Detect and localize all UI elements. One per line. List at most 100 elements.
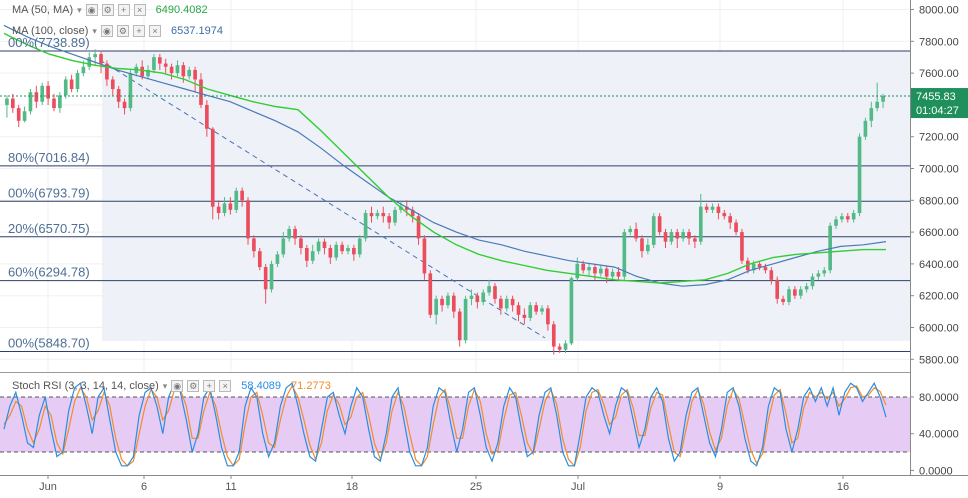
candle (322, 238, 327, 255)
price-tick-label: 6600.00 (919, 227, 959, 239)
plus-icon[interactable]: + (203, 380, 216, 392)
fib-labels: 00%(7738.89) 80%(7016.84) 00%(6793.79) 20%(… (8, 35, 90, 350)
candle-body (304, 248, 309, 261)
candle (787, 286, 791, 306)
ma50-legend-value: 6490.4082 (155, 4, 208, 16)
candle (698, 193, 703, 245)
candle-body (10, 98, 15, 109)
ma50-legend[interactable]: MA (50, MA) ▾ ◉ ⚙ + × 6490.4082 (12, 4, 208, 16)
candle-body (163, 63, 168, 67)
candle-body (310, 251, 315, 261)
candle-body (193, 69, 197, 80)
candle-body (804, 286, 809, 290)
candle (710, 203, 715, 214)
time-tick-label: 11 (225, 481, 236, 493)
candle-body (281, 238, 286, 255)
candle-body (781, 298, 785, 303)
chevron-down-icon[interactable]: ▾ (77, 4, 82, 15)
candle (775, 276, 780, 304)
candle-body (16, 108, 21, 121)
candle-body (593, 267, 597, 274)
candle-body (604, 268, 609, 277)
candle-body (440, 298, 444, 306)
candle (610, 268, 615, 280)
candle (22, 106, 27, 123)
candle-body (504, 298, 509, 309)
candle (793, 286, 797, 299)
candle-body (775, 279, 780, 299)
eye-icon[interactable]: ◉ (171, 380, 184, 392)
candle (657, 213, 662, 236)
settings-icon[interactable]: ⚙ (116, 25, 129, 37)
stoch-rsi-legend[interactable]: Stoch RSI (3, 3, 14, 14, close) ▾ ◉ ⚙ + … (12, 380, 331, 392)
candle (269, 260, 274, 293)
candle-body (810, 276, 815, 287)
candle (504, 295, 509, 312)
candle-body (828, 225, 832, 271)
plus-icon[interactable]: + (132, 25, 145, 37)
candle-body (205, 104, 209, 129)
time-axis-ticks[interactable]: Jun 6 11 18 25 Jul 9 16 (39, 475, 849, 493)
candle-body (175, 65, 180, 74)
candle-body (22, 111, 27, 121)
candle (175, 60, 180, 77)
candle-body (404, 206, 409, 210)
candle-body (357, 238, 362, 255)
candle (116, 85, 121, 109)
candle (716, 203, 721, 220)
candle (546, 305, 550, 331)
price-axis[interactable] (910, 0, 968, 475)
settings-icon[interactable]: ⚙ (187, 380, 200, 392)
candle-body (616, 271, 621, 277)
candle (210, 127, 215, 220)
candle (722, 209, 727, 220)
candle (822, 267, 827, 277)
chevron-down-icon[interactable]: ▾ (92, 25, 97, 36)
ma100-legend[interactable]: MA (100, close) ▾ ◉ ⚙ + × 6537.1974 (12, 25, 223, 37)
chevron-down-icon[interactable]: ▾ (162, 380, 168, 391)
candle (451, 292, 456, 318)
candle-body (105, 63, 109, 80)
candle-body (451, 295, 456, 312)
candle-body (228, 203, 233, 210)
candle-body (487, 286, 491, 293)
candle-body (651, 216, 656, 245)
close-icon[interactable]: × (219, 380, 232, 392)
candle-body (469, 295, 474, 299)
ma100-line (3, 24, 887, 287)
candle-body (522, 314, 527, 318)
candle (687, 228, 691, 245)
close-icon[interactable]: × (148, 25, 161, 37)
fib-level-label: 00%(7738.89) (8, 35, 90, 50)
eye-icon[interactable]: ◉ (85, 4, 98, 16)
candle (310, 244, 315, 264)
candle-body (263, 267, 268, 290)
close-icon[interactable]: × (133, 4, 146, 16)
candle-body (457, 311, 462, 341)
candle (393, 206, 397, 226)
candle (616, 267, 621, 282)
candle-body (181, 65, 186, 77)
candle-body (63, 79, 68, 96)
eye-icon[interactable]: ◉ (100, 25, 113, 37)
candle-body (340, 244, 344, 252)
candle (598, 265, 603, 277)
candle-body (863, 120, 868, 137)
trendline[interactable] (99, 59, 546, 339)
candle-body (722, 213, 727, 217)
candle-body (881, 96, 885, 102)
candle (63, 76, 68, 99)
fib-level-label: 00%(6793.79) (8, 185, 90, 200)
candle-body (840, 216, 844, 220)
time-tick-label: 16 (837, 481, 849, 493)
candle (640, 235, 644, 258)
candle (105, 60, 109, 86)
settings-icon[interactable]: ⚙ (101, 4, 114, 16)
candle (387, 213, 391, 229)
candle (416, 213, 421, 245)
candle-body (334, 244, 339, 258)
candle (422, 235, 427, 280)
candle-body (704, 206, 709, 210)
plus-icon[interactable]: + (117, 4, 130, 16)
